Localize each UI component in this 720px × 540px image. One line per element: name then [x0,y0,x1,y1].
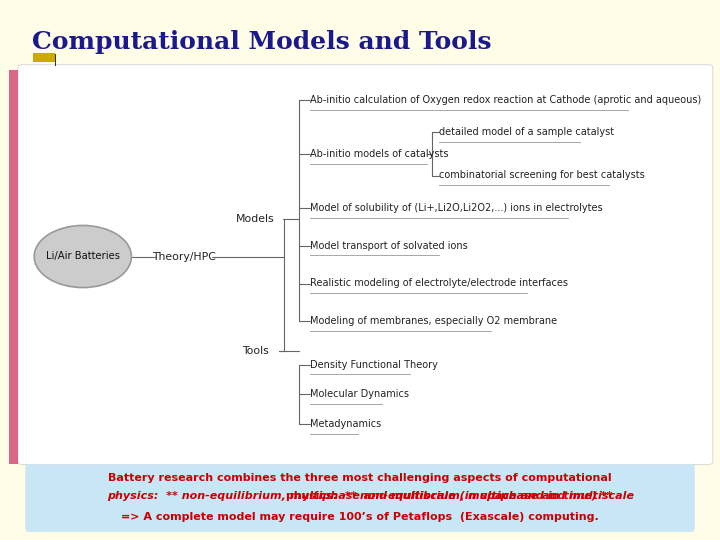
Text: physics:  ** non-equilibrium, multiphase and multiscale (in space and in time) *: physics: ** non-equilibrium, multiphase … [107,491,613,501]
FancyBboxPatch shape [25,464,695,532]
Ellipse shape [34,226,132,287]
Text: Molecular Dynamics: Molecular Dynamics [310,389,409,399]
Text: => A complete model may require 100’s of Petaflops  (Exascale) computing.: => A complete model may require 100’s of… [121,512,599,522]
Text: Realistic modeling of electrolyte/electrode interfaces: Realistic modeling of electrolyte/electr… [310,279,567,288]
Text: Li/Air Batteries: Li/Air Batteries [46,252,120,261]
Text: Density Functional Theory: Density Functional Theory [310,360,438,369]
Text: Models: Models [236,214,275,224]
Text: Tools: Tools [242,346,269,356]
Text: Computational Models and Tools: Computational Models and Tools [32,30,492,53]
FancyBboxPatch shape [18,65,713,464]
Text: Model of solubility of (Li+,Li2O,Li2O2,...) ions in electrolytes: Model of solubility of (Li+,Li2O,Li2O2,.… [310,203,602,213]
Text: Ab-initio models of catalysts: Ab-initio models of catalysts [310,149,448,159]
Text: Model transport of solvated ions: Model transport of solvated ions [310,241,467,251]
Text: Battery research combines the three most challenging aspects of computational: Battery research combines the three most… [108,473,612,483]
Text: physics:  **: physics: ** [286,491,360,501]
Text: non-equilibrium, multiphase and multiscale: non-equilibrium, multiphase and multisca… [360,491,634,501]
Text: Metadynamics: Metadynamics [310,419,381,429]
Bar [9,70,18,464]
Text: detailed model of a sample catalyst: detailed model of a sample catalyst [439,127,614,137]
Bar [33,53,55,62]
Text: combinatorial screening for best catalysts: combinatorial screening for best catalys… [439,171,645,180]
Text: Theory/HPC: Theory/HPC [152,252,215,261]
Text: Modeling of membranes, especially O2 membrane: Modeling of membranes, especially O2 mem… [310,316,557,326]
Bar [55,54,56,66]
Text: Ab-initio calculation of Oxygen redox reaction at Cathode (aprotic and aqueous): Ab-initio calculation of Oxygen redox re… [310,95,701,105]
